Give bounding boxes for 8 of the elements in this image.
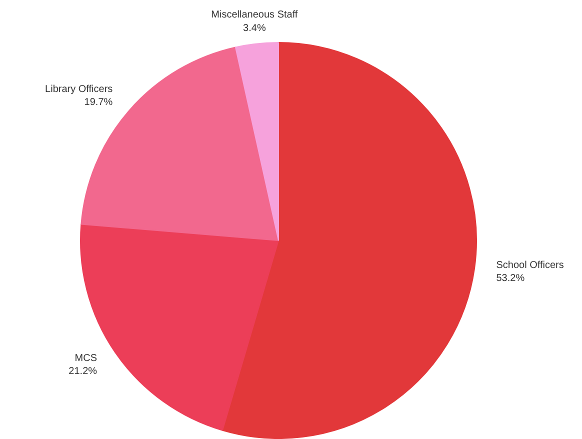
data-label: 19.7% [84, 97, 113, 108]
data-label: 21.2% [68, 366, 98, 377]
slice-label: MCS [74, 352, 98, 364]
slice-label: School Officers [496, 260, 564, 271]
slice-label: Miscellaneous Staff [211, 10, 298, 21]
data-label: 53.2% [496, 273, 525, 284]
data-label: 3.4% [243, 22, 266, 34]
slice-label: Library Officers [45, 84, 113, 95]
